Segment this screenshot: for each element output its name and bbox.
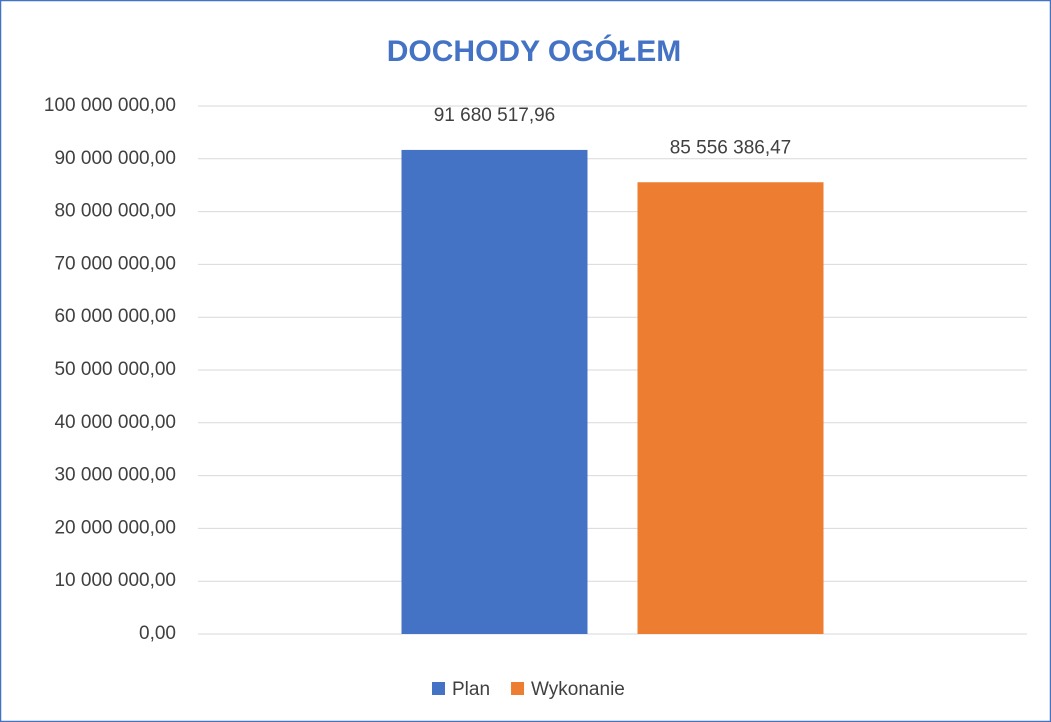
y-tick-label: 30 000 000,00: [54, 465, 176, 486]
y-tick-label: 10 000 000,00: [54, 570, 176, 591]
bar: [401, 149, 588, 634]
y-tick-label: 80 000 000,00: [54, 201, 176, 222]
y-tick-label: 100 000 000,00: [44, 95, 176, 116]
y-tick-label: 90 000 000,00: [54, 148, 176, 169]
y-tick-label: 70 000 000,00: [54, 253, 176, 274]
data-label: 91 680 517,96: [434, 105, 556, 126]
legend-swatch: [511, 682, 525, 695]
data-label: 85 556 386,47: [670, 137, 792, 158]
y-tick-label: 0,00: [139, 623, 176, 644]
chart-title: DOCHODY OGÓŁEM: [387, 34, 681, 68]
legend-label: Plan: [452, 679, 490, 700]
y-tick-label: 40 000 000,00: [54, 412, 176, 433]
y-tick-label: 60 000 000,00: [54, 306, 176, 327]
legend-swatch: [432, 682, 445, 695]
legend-label: Wykonanie: [531, 679, 625, 700]
bar: [637, 182, 824, 635]
y-tick-label: 20 000 000,00: [54, 517, 176, 538]
y-tick-label: 50 000 000,00: [54, 359, 176, 380]
